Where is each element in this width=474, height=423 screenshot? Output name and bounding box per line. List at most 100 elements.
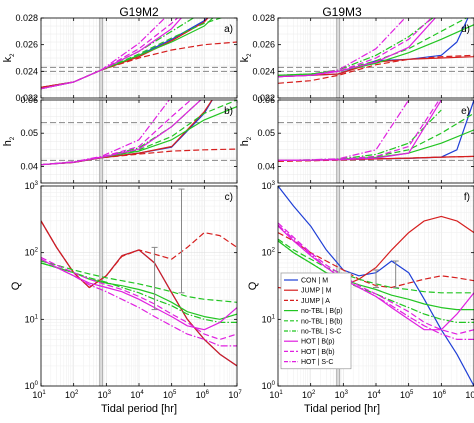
series-hot-b-b (278, 222, 474, 335)
error-bar (392, 260, 399, 289)
y-tick-label: 0.026 (15, 40, 38, 50)
column-title-left: G19M2 (119, 5, 159, 19)
series-jump-a (278, 155, 474, 162)
series-no-tbl-b-b (41, 260, 237, 303)
y-tick-label: 100 (25, 381, 39, 391)
panel-f: 100101102103101102103104105106107Qf) (247, 181, 474, 400)
series-group (278, 18, 474, 84)
grid (40, 186, 237, 387)
x-tick-label: 102 (302, 390, 316, 400)
legend-entry: HOT | B(b) (284, 349, 335, 356)
y-axis-label: Q (247, 281, 259, 290)
y-tick-label: 101 (25, 314, 39, 324)
vertical-marker (99, 99, 104, 184)
y-tick-label: 0.028 (252, 13, 275, 23)
x-tick-label: 104 (130, 390, 144, 400)
series-hot-s-c (41, 100, 170, 166)
y-tick-label: 101 (262, 314, 276, 324)
y-tick-label: 0.022 (15, 93, 38, 103)
series-hot-s-c (41, 18, 166, 90)
legend-entry: JUMP | A (284, 298, 330, 305)
series-hot-b-b (41, 18, 179, 90)
grid (40, 99, 237, 184)
panel-label: a) (224, 24, 233, 35)
series-no-tbl-s-c (278, 18, 434, 76)
grid (277, 186, 474, 387)
series-hot-b-p (278, 100, 442, 161)
y-tick-label: 0.04 (257, 161, 275, 171)
series-hot-b-b (41, 256, 237, 340)
x-tick-label: 102 (65, 390, 79, 400)
legend-entry: no-TBL | B(p) (284, 308, 343, 315)
legend-label: no-TBL | B(p) (301, 308, 343, 315)
series-hot-s-c (278, 100, 410, 161)
x-tick-label: 107 (465, 390, 474, 400)
panels: 0.0220.0240.0260.028k2a)0.0220.0240.0260… (2, 13, 474, 400)
x-tick-label: 104 (367, 390, 381, 400)
y-axis-label: k2 (239, 53, 253, 63)
y-tick-label: 100 (262, 381, 276, 391)
series-no-tbl-b-b (41, 18, 223, 90)
y-axis-label: Q (10, 281, 22, 290)
y-tick-label: 0.05 (20, 128, 38, 138)
series-hot-b-p (41, 258, 237, 331)
panel-b: 0.04 0.05 0.06 h2 b) (2, 95, 238, 184)
legend-entry: no-TBL | B(b) (284, 318, 343, 325)
error-bar (373, 269, 379, 289)
series-jump-a (278, 54, 474, 84)
y-tick-label: 103 (262, 181, 276, 191)
panel-d: 0.022 0.024 0.026 0.028 k2 d) (239, 13, 474, 103)
y-tick-label: 0.024 (15, 66, 38, 76)
legend-label: no-TBL | B(b) (301, 318, 343, 325)
panel-label: d) (461, 24, 470, 35)
legend-label: no-TBL | S-C (301, 329, 341, 336)
y-tick-label: 0.028 (15, 13, 38, 23)
series-jump-a (41, 41, 237, 88)
y-tick-label: 0.024 (252, 66, 275, 76)
series-group (41, 100, 237, 166)
panel-e: 0.04 0.05 0.06 h2 e) (239, 95, 474, 184)
y-axis-label: k2 (2, 53, 16, 63)
y-tick-label: 0.05 (257, 128, 275, 138)
legend-label: HOT | B(b) (301, 349, 335, 356)
x-tick-label: 101 (32, 390, 46, 400)
series-hot-s-c (278, 224, 474, 340)
series-group (278, 100, 474, 162)
legend-label: CON | M (301, 278, 328, 285)
y-tick-label: 102 (262, 248, 276, 258)
y-tick-label: 0.026 (252, 40, 275, 50)
y-tick-label: 102 (25, 248, 39, 258)
panel-label: b) (224, 106, 233, 117)
series-no-tbl-b-b (278, 18, 468, 76)
legend-entry: CON | M (284, 278, 328, 285)
error-bar (178, 188, 185, 294)
x-tick-label: 106 (433, 390, 447, 400)
legend-label: JUMP | A (301, 298, 330, 305)
panel-label: c) (225, 192, 233, 203)
vertical-marker (336, 99, 341, 184)
x-tick-label: 105 (400, 390, 414, 400)
y-axis-label: h2 (239, 136, 253, 146)
grid (40, 17, 237, 99)
error-bar (151, 246, 158, 311)
y-axis-label: h2 (2, 136, 16, 146)
legend-label: HOT | S-C (301, 359, 333, 366)
legend-label: JUMP | M (301, 288, 332, 295)
panel-label: e) (461, 106, 470, 117)
x-tick-label: 103 (98, 390, 112, 400)
y-tick-label: 0.04 (20, 161, 38, 171)
x-axis-label-right: Tidal period [hr] (304, 403, 380, 415)
vertical-marker (336, 17, 341, 99)
x-tick-label: 105 (163, 390, 177, 400)
x-axis-label-left: Tidal period [hr] (101, 403, 177, 415)
x-tick-label: 106 (196, 390, 210, 400)
legend-entry: HOT | B(p) (284, 339, 335, 346)
legend-entry: no-TBL | S-C (284, 329, 341, 336)
legend-entry: JUMP | M (284, 288, 332, 295)
series-hot-s-c (41, 258, 237, 347)
vertical-marker (99, 17, 104, 99)
y-tick-label: 0.06 (20, 95, 38, 105)
x-tick-label: 107 (228, 390, 242, 400)
